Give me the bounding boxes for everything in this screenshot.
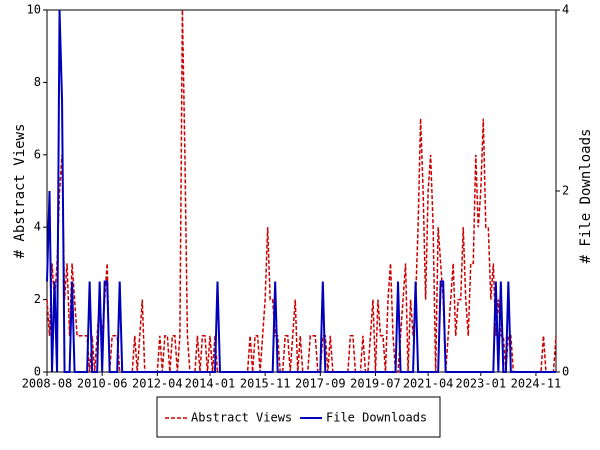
legend-label: File Downloads [326, 411, 427, 425]
x-tick-label: 2021-04 [403, 377, 454, 391]
x-tick-label: 2017-09 [295, 377, 346, 391]
plot-frame [46, 9, 557, 373]
x-tick-label: 2019-07 [350, 377, 401, 391]
x-tick-label: 2012-04 [132, 377, 183, 391]
y-tick-label: 8 [34, 75, 41, 89]
y2-tick-label: 2 [562, 184, 569, 198]
x-tick-label: 2008-08 [22, 377, 73, 391]
series-line [46, 9, 557, 373]
y2-axis-title: # File Downloads [578, 129, 594, 264]
y-axis-title: # Abstract Views [12, 124, 28, 259]
y2-tick-label: 4 [562, 3, 569, 17]
legend-box [156, 396, 441, 438]
x-tick-label: 2015-11 [240, 377, 291, 391]
y-tick-label: 2 [34, 292, 41, 306]
y-tick-label: 4 [34, 220, 41, 234]
x-tick-label: 2023-01 [455, 377, 506, 391]
y-tick-label: 6 [34, 147, 41, 161]
series-line [46, 9, 556, 373]
y-tick-label: 0 [34, 365, 41, 379]
x-tick-label: 2014-01 [185, 377, 236, 391]
legend-label: Abstract Views [191, 411, 292, 425]
y-tick-label: 10 [27, 3, 41, 17]
x-tick-label: 2024-11 [511, 377, 562, 391]
x-tick-label: 2010-06 [77, 377, 128, 391]
y2-tick-label: 0 [562, 365, 569, 379]
